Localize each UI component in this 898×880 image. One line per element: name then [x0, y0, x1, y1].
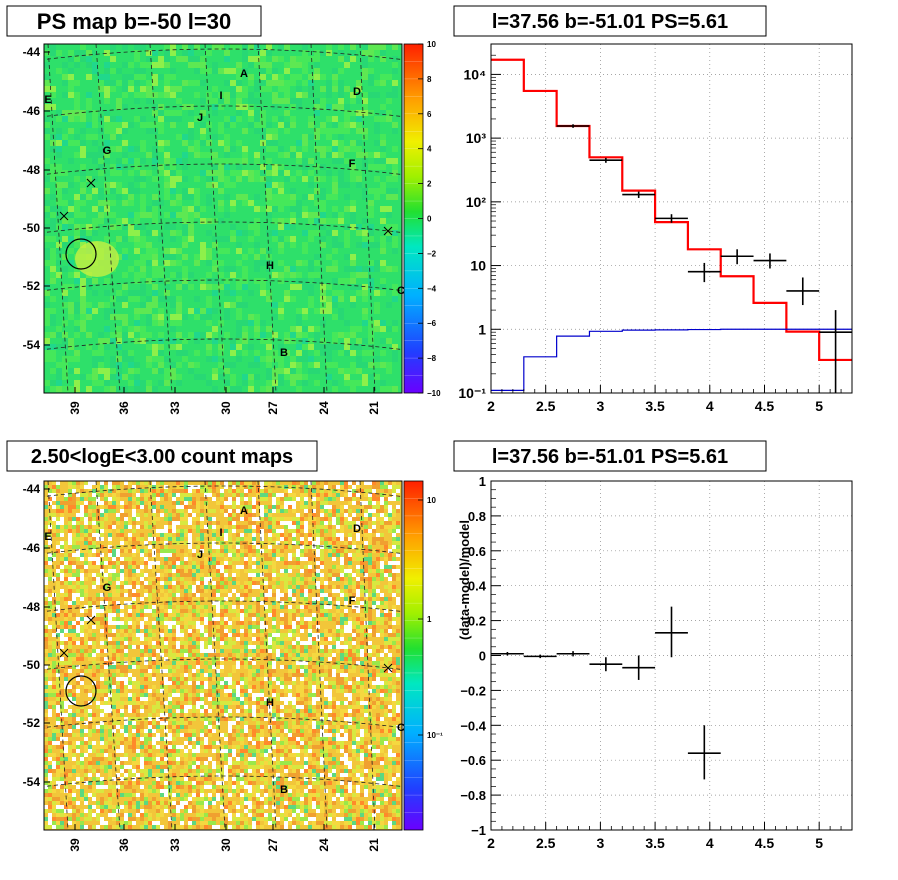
source-label-j: J — [197, 549, 203, 561]
x-tick-label: 36 — [117, 401, 131, 415]
colorbar-tick-label: 6 — [427, 110, 432, 119]
source-label-g: G — [103, 145, 112, 157]
y-tick-label: -44 — [23, 45, 41, 59]
x-tick-label: 2.5 — [536, 835, 556, 851]
source-label-f: F — [349, 595, 356, 607]
x-tick-label: 5 — [815, 398, 823, 414]
x-tick-label: 24 — [317, 838, 331, 852]
source-label-j: J — [197, 112, 203, 124]
y-tick-label: −0.6 — [460, 753, 486, 768]
colorbar-tick-label: 0 — [427, 215, 432, 224]
y-tick-label: 10⁴ — [464, 66, 487, 82]
x-tick-label: 3.5 — [645, 398, 665, 414]
x-tick-label: 2 — [487, 398, 495, 414]
x-tick-label: 36 — [117, 838, 131, 852]
y-tick-label: -46 — [23, 104, 41, 118]
source-label-d: D — [353, 86, 361, 98]
colorbar-tick-label: 10⁻¹ — [427, 731, 443, 740]
source-label-i: I — [219, 527, 222, 539]
y-tick-label: -50 — [23, 658, 41, 672]
y-tick-label: 10³ — [466, 130, 487, 146]
colorbar-tick-label: 8 — [427, 75, 432, 84]
x-tick-label: 39 — [68, 401, 82, 415]
x-tick-label: 39 — [68, 838, 82, 852]
colorbar-tick-label: 10 — [427, 40, 436, 49]
source-label-e: E — [44, 531, 51, 543]
source-label-b: B — [280, 784, 288, 796]
bright-spot — [75, 241, 119, 277]
source-label-d: D — [353, 523, 361, 535]
colorbar-tick-label: −6 — [427, 319, 437, 328]
y-tick-label: −0.8 — [460, 788, 486, 803]
colorbar-tick-label: −4 — [427, 284, 437, 293]
x-tick-label: 27 — [266, 401, 280, 415]
spectrum-title: l=37.56 b=-51.01 PS=5.61 — [492, 11, 728, 33]
colorbar-tick-label: −2 — [427, 249, 437, 258]
y-tick-label: -44 — [23, 482, 41, 496]
x-tick-label: 4 — [706, 835, 714, 851]
source-label-g: G — [103, 582, 112, 594]
x-tick-label: 24 — [317, 401, 331, 415]
y-tick-label: -52 — [23, 716, 41, 730]
colorbar-tick-label: 1 — [427, 615, 432, 624]
source-label-h: H — [266, 697, 274, 709]
x-tick-label: 5 — [815, 835, 823, 851]
x-tick-label: 4.5 — [755, 398, 775, 414]
y-tick-label: -52 — [23, 279, 41, 293]
y-tick-label: 10 — [470, 258, 486, 274]
y-tick-label: 0 — [479, 649, 486, 664]
y-tick-label: -48 — [23, 163, 41, 177]
y-tick-label: 1 — [478, 321, 486, 337]
residual-y-axis-label: (data-model)/model — [457, 520, 472, 640]
x-tick-label: 2 — [487, 835, 495, 851]
source-label-f: F — [349, 158, 356, 170]
y-tick-label: -54 — [23, 338, 41, 352]
ps-map-title: PS map b=-50 l=30 — [37, 9, 231, 34]
colorbar-tick-label: −10 — [427, 389, 441, 398]
y-tick-label: 10⁻¹ — [458, 385, 486, 401]
x-tick-label: 3.5 — [645, 835, 665, 851]
colorbar-tick-label: 10 — [427, 496, 436, 505]
y-tick-label: -48 — [23, 600, 41, 614]
colorbar-tick-label: −8 — [427, 354, 437, 363]
x-tick-label: 2.5 — [536, 398, 556, 414]
source-label-b: B — [280, 347, 288, 359]
source-label-h: H — [266, 260, 274, 272]
colorbar-tick-label: 4 — [427, 145, 432, 154]
source-label-e: E — [44, 94, 51, 106]
x-tick-label: 27 — [266, 838, 280, 852]
x-tick-label: 21 — [367, 401, 381, 415]
x-tick-label: 30 — [219, 401, 233, 415]
x-tick-label: 33 — [168, 401, 182, 415]
source-label-a: A — [240, 505, 248, 517]
y-tick-label: 1 — [479, 474, 486, 489]
count-map-title: 2.50<logE<3.00 count maps — [31, 446, 293, 468]
x-tick-label: 21 — [367, 838, 381, 852]
x-tick-label: 4.5 — [755, 835, 775, 851]
x-tick-label: 33 — [168, 838, 182, 852]
x-tick-label: 3 — [596, 835, 604, 851]
x-tick-label: 3 — [596, 398, 604, 414]
y-tick-label: −0.4 — [460, 718, 486, 733]
y-tick-label: −1 — [471, 823, 486, 838]
colorbar-tick-label: 2 — [427, 180, 432, 189]
source-label-i: I — [219, 90, 222, 102]
y-tick-label: -54 — [23, 775, 41, 789]
residual-panel: l=37.56 b=-51.01 PS=5.61 2 2.5 3 3.5 4 4.5 5 −1… — [454, 441, 852, 851]
y-tick-label: 10² — [466, 194, 487, 210]
source-label-a: A — [240, 68, 248, 80]
x-tick-label: 30 — [219, 838, 233, 852]
x-tick-label: 4 — [706, 398, 714, 414]
spectrum-panel: l=37.56 b=-51.01 PS=5.61 2 2.5 3 3.5 4 4.5 5 10… — [454, 6, 852, 414]
y-tick-label: -46 — [23, 541, 41, 555]
y-tick-label: -50 — [23, 221, 41, 235]
residual-title: l=37.56 b=-51.01 PS=5.61 — [492, 446, 728, 468]
y-tick-label: −0.2 — [460, 683, 486, 698]
